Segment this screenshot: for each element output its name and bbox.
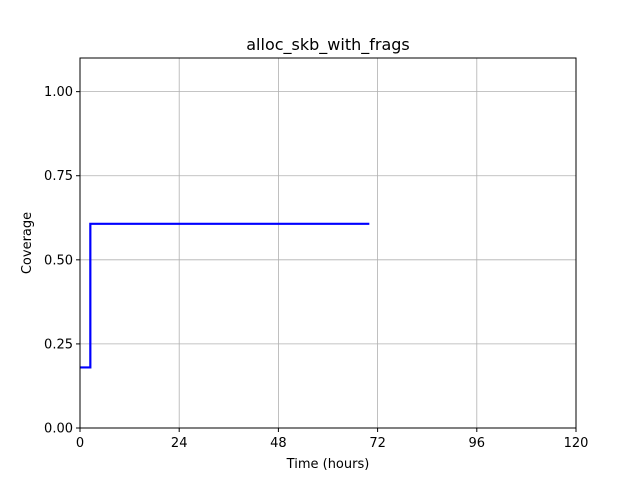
y-tick-label: 0.50 — [44, 253, 73, 268]
x-tick-label: 24 — [171, 436, 188, 451]
x-tick-label: 72 — [369, 436, 386, 451]
y-tick-label: 0.75 — [44, 169, 73, 184]
chart-title: alloc_skb_with_frags — [246, 35, 410, 55]
x-tick-label: 96 — [469, 436, 486, 451]
x-tick-label: 48 — [270, 436, 287, 451]
y-tick-label: 0.25 — [44, 337, 73, 352]
plot-frame — [79, 57, 577, 429]
grid-lines — [79, 58, 577, 429]
y-axis-ticks: 0.00 0.25 0.50 0.75 1.00 — [44, 85, 80, 437]
y-tick-label: 0.00 — [44, 422, 73, 437]
x-axis-label: Time (hours) — [286, 457, 370, 472]
x-tick-label: 0 — [76, 436, 84, 451]
plot-area — [80, 58, 576, 428]
coverage-series-line — [80, 222, 370, 369]
x-tick-label: 120 — [564, 436, 589, 451]
x-axis-ticks: 0 24 48 72 96 120 — [76, 428, 589, 451]
series-layer — [80, 222, 370, 369]
y-tick-label: 1.00 — [44, 85, 73, 100]
y-axis-label: Coverage — [20, 212, 35, 274]
